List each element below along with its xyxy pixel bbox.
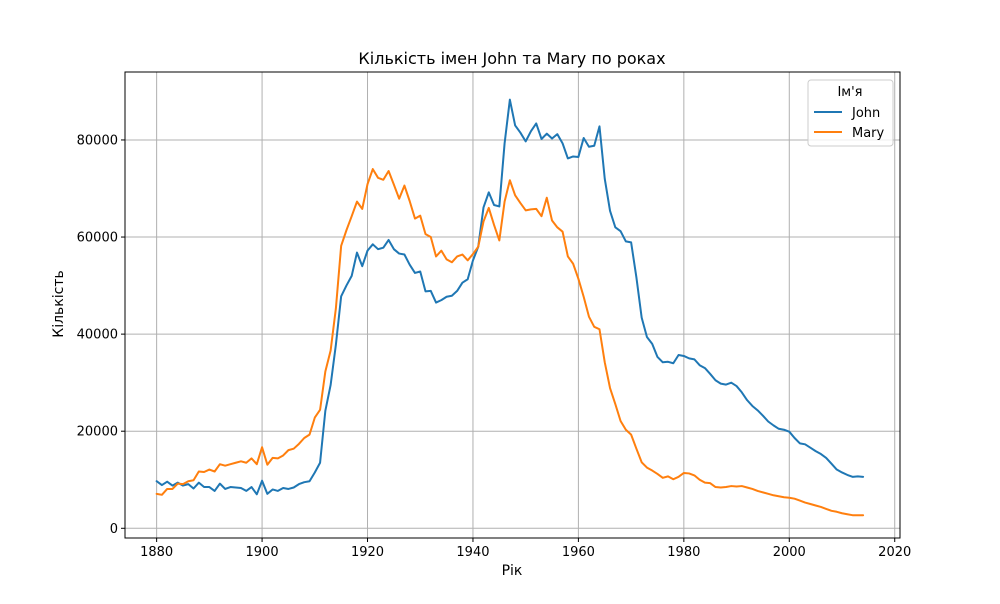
x-tick-label: 2000 bbox=[773, 545, 806, 560]
series-line-john bbox=[155, 98, 865, 496]
legend-title: Ім'я bbox=[837, 85, 862, 100]
x-axis-label: Рік bbox=[502, 563, 523, 579]
legend: Ім'я John Mary bbox=[807, 79, 894, 147]
chart-title: Кількість імен John та Mary по роках bbox=[358, 49, 665, 68]
series-line-mary bbox=[155, 168, 865, 517]
y-axis-label: Кількість bbox=[51, 270, 67, 337]
x-tick-label: 2020 bbox=[878, 545, 911, 560]
x-tick-label: 1920 bbox=[351, 545, 384, 560]
y-axis-ticks: 0 20000 40000 60000 80000 bbox=[77, 133, 125, 537]
plot-frame bbox=[124, 71, 901, 539]
series-lines bbox=[155, 98, 865, 517]
y-tick-label: 20000 bbox=[77, 425, 118, 440]
grid-lines bbox=[125, 72, 900, 538]
y-tick-label: 40000 bbox=[77, 328, 118, 343]
x-tick-label: 1900 bbox=[246, 545, 279, 560]
y-tick-label: 60000 bbox=[77, 231, 118, 246]
x-tick-label: 1960 bbox=[562, 545, 595, 560]
y-tick-label: 80000 bbox=[77, 133, 118, 148]
x-tick-label: 1940 bbox=[456, 545, 489, 560]
legend-mary-label: Mary bbox=[852, 126, 885, 141]
x-tick-label: 1980 bbox=[667, 545, 700, 560]
legend-box bbox=[807, 79, 894, 147]
x-tick-label: 1880 bbox=[140, 545, 173, 560]
y-tick-label: 0 bbox=[110, 522, 118, 537]
legend-john-label: John bbox=[851, 106, 880, 121]
x-axis-ticks: 1880 1900 1920 1940 1960 1980 2000 2020 bbox=[140, 538, 911, 560]
